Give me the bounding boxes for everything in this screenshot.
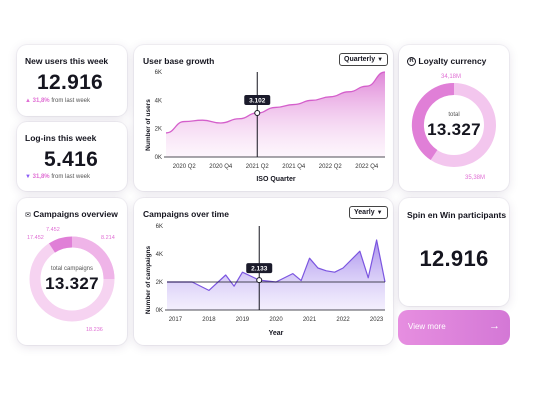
x-tick-label: 2017 [169, 317, 183, 323]
user-growth-line [165, 71, 386, 134]
user-growth-ylabel: Number of users [145, 99, 152, 151]
loyalty-title: R Loyalty currency [407, 56, 487, 67]
x-tick-label: 2022 [336, 317, 350, 323]
loyalty-title-label: Loyalty currency [418, 56, 487, 66]
loyalty-segment-label-1: 34,18M [441, 74, 461, 80]
logins-value: 5.416 [44, 148, 99, 171]
y-tick-label: 4K [155, 98, 162, 104]
campaigns-value: 13.327 [45, 274, 99, 293]
spin-value: 12.916 [419, 246, 489, 271]
user-growth-title: User base growth [143, 56, 215, 66]
y-tick-label: 2K [155, 127, 162, 133]
user-growth-plot: 6K 4K 2K 0K 2020 Q2 2020 Q4 2021 Q2 2021 Q4 2022… [155, 70, 386, 170]
view-more-button[interactable]: View more → [398, 310, 510, 345]
y-tick-label: 6K [156, 224, 163, 230]
new-users-change-suffix: from last week [51, 98, 90, 104]
campaigns-card: ✉ Campaigns overview 17.452 7.452 8.214 … [17, 198, 127, 345]
new-users-card: New users this week 12.916 ▲ 31,8% from … [17, 45, 127, 116]
loyalty-value: 13.327 [427, 120, 481, 139]
campaigns-title-label: Campaigns overview [33, 209, 118, 219]
x-tick-label: 2022 Q2 [319, 164, 343, 170]
x-tick-label: 2020 [269, 317, 283, 323]
y-tick-label: 2K [156, 280, 163, 286]
x-tick-label: 2022 Q4 [355, 164, 379, 170]
user-growth-card: User base growth Quarterly ▼ 6K 4K 2K 0K 2020… [134, 45, 393, 191]
logins-change: ▼ 31,8% from last week [25, 174, 90, 180]
loyalty-total-label: total [448, 112, 460, 118]
campaigns-time-ylabel: Number of campaigns [145, 245, 152, 314]
loyalty-card: R Loyalty currency 34,18M 35,38M total 1… [399, 45, 509, 191]
x-tick-label: 2020 Q2 [173, 164, 197, 170]
y-tick-label: 0K [155, 155, 162, 161]
campaigns-time-plot: 6K 4K 2K 0K 2017 2018 2019 2020 2021 2022 2023 2.13… [156, 224, 386, 323]
tooltip-box [246, 263, 273, 274]
campaign-label-3: 8.214 [101, 235, 115, 241]
new-users-change-value: 31,8% [32, 98, 50, 104]
loyalty-segment-label-2: 35,38M [465, 175, 485, 181]
campaigns-time-card: Campaigns over time Yearly ▼ 6K 4K 2K 0K 2017… [134, 198, 393, 345]
logins-change-suffix: from last week [51, 174, 90, 180]
new-users-value: 12.916 [37, 71, 104, 94]
x-tick-label: 2021 Q4 [282, 164, 306, 170]
tooltip-value: 3.102 [249, 98, 266, 105]
arrow-down-icon: ▼ [25, 174, 31, 180]
campaigns-area [167, 240, 385, 310]
user-growth-chart: 6K 4K 2K 0K 2020 Q2 2020 Q4 2021 Q2 2021 Q4 2022… [145, 70, 386, 183]
campaigns-time-title: Campaigns over time [143, 209, 229, 219]
spin-card: Spin en Win participants 12.916 [399, 198, 509, 306]
campaign-label-2: 7.452 [46, 227, 60, 233]
arrow-right-icon: → [489, 320, 500, 332]
caret-down-icon: ▼ [376, 210, 383, 216]
x-tick-label: 2023 [370, 317, 384, 323]
y-tick-label: 4K [156, 252, 163, 258]
y-tick-label: 6K [155, 70, 162, 76]
caret-down-icon: ▼ [377, 57, 384, 63]
new-users-change: ▲ 31,8% from last week [25, 98, 90, 104]
logins-card: Log-ins this week 5.416 ▼ 31,8% from las… [17, 122, 127, 191]
campaigns-time-chart: 6K 4K 2K 0K 2017 2018 2019 2020 2021 2022 2023 2.13… [145, 224, 386, 337]
view-more-label: View more [408, 322, 446, 331]
user-growth-area [166, 72, 385, 157]
x-tick-label: 2021 Q2 [246, 164, 270, 170]
campaigns-donut: 17.452 7.452 8.214 18.236 [27, 227, 115, 333]
tooltip-box [244, 95, 271, 106]
campaign-label-4: 18.236 [86, 327, 103, 333]
logins-title: Log-ins this week [25, 133, 97, 143]
campaigns-title: ✉ Campaigns overview [25, 209, 118, 219]
megaphone-icon: ✉ [25, 212, 31, 219]
campaigns-line [167, 239, 386, 291]
new-users-title: New users this week [25, 56, 109, 66]
y-tick-label: 0K [156, 308, 163, 314]
arrow-up-icon: ▲ [25, 98, 31, 104]
spin-title: Spin en Win participants [407, 210, 507, 220]
yearly-dropdown-label: Yearly [354, 209, 375, 216]
logins-change-value: 31,8% [32, 174, 50, 180]
x-tick-label: 2020 Q4 [209, 164, 233, 170]
yearly-dropdown[interactable]: Yearly ▼ [349, 206, 388, 219]
x-tick-label: 2019 [236, 317, 250, 323]
hover-point [256, 277, 263, 284]
quarterly-dropdown-label: Quarterly [344, 56, 376, 63]
campaigns-time-xlabel: Year [269, 330, 284, 337]
x-tick-label: 2018 [202, 317, 216, 323]
loyalty-donut: 34,18M 35,38M [411, 74, 496, 181]
campaigns-total-label: total campaigns [50, 266, 94, 272]
user-growth-xlabel: ISO Quarter [256, 176, 296, 183]
campaign-label-1: 17.452 [27, 235, 44, 241]
registered-icon: R [407, 57, 416, 67]
quarterly-dropdown[interactable]: Quarterly ▼ [339, 53, 389, 66]
x-tick-label: 2021 [303, 317, 317, 323]
hover-point [254, 110, 261, 117]
tooltip-value: 2.133 [251, 266, 268, 273]
